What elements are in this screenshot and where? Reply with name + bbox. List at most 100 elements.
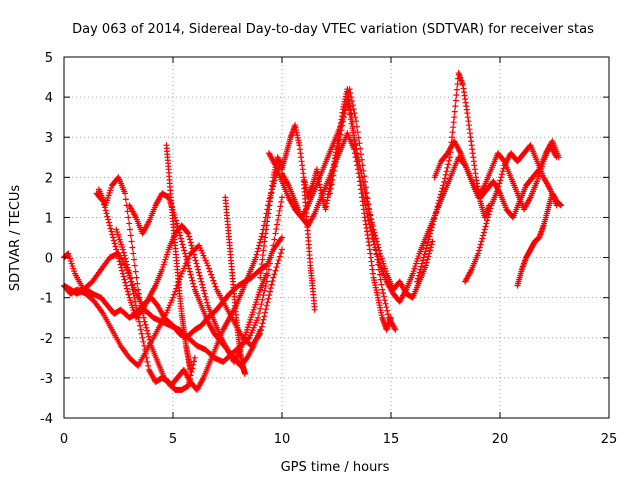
data-point bbox=[126, 270, 133, 277]
interp-point bbox=[123, 258, 130, 265]
interp-point bbox=[415, 272, 422, 279]
interp-point bbox=[124, 264, 131, 271]
interp-point bbox=[332, 158, 339, 165]
interp-point bbox=[132, 298, 139, 305]
interp-point bbox=[131, 294, 138, 301]
interp-point bbox=[449, 129, 456, 136]
interp-point bbox=[136, 294, 143, 301]
interp-point bbox=[129, 286, 136, 293]
interp-point bbox=[205, 265, 212, 272]
interp-point bbox=[109, 231, 116, 238]
interp-point bbox=[138, 330, 145, 337]
data-point bbox=[119, 270, 126, 277]
interp-point bbox=[367, 211, 374, 218]
interp-point bbox=[376, 271, 383, 278]
interp-point bbox=[276, 253, 283, 260]
interp-point bbox=[452, 97, 459, 104]
data-point bbox=[429, 238, 436, 245]
interp-point bbox=[347, 116, 354, 123]
interp-point bbox=[374, 256, 381, 263]
interp-point bbox=[130, 290, 137, 297]
interp-point bbox=[123, 282, 130, 289]
interp-point bbox=[125, 267, 132, 274]
interp-point bbox=[145, 362, 152, 369]
interp-point bbox=[195, 266, 202, 273]
series-track-6 bbox=[113, 226, 198, 393]
data-point bbox=[326, 190, 333, 197]
interp-point bbox=[476, 247, 483, 254]
interp-point bbox=[428, 227, 435, 234]
interp-point bbox=[181, 247, 188, 254]
interp-point bbox=[143, 354, 150, 361]
interp-point bbox=[351, 150, 358, 157]
data-point bbox=[359, 162, 366, 169]
interp-point bbox=[146, 336, 153, 343]
data-point bbox=[135, 286, 142, 293]
interp-point bbox=[265, 295, 272, 302]
interp-point bbox=[142, 350, 149, 357]
interp-point bbox=[264, 299, 271, 306]
interp-point bbox=[261, 287, 268, 294]
interp-point bbox=[483, 220, 490, 227]
interp-point bbox=[362, 184, 369, 191]
series-track-18 bbox=[431, 138, 562, 221]
interp-point bbox=[353, 123, 360, 130]
interp-point bbox=[130, 250, 137, 257]
data-point bbox=[185, 382, 192, 389]
interp-point bbox=[268, 281, 275, 288]
data-point bbox=[555, 154, 562, 161]
series-track-13 bbox=[300, 178, 318, 313]
interp-point bbox=[121, 252, 128, 259]
data-point bbox=[279, 194, 285, 201]
interp-point bbox=[144, 330, 151, 337]
interp-point bbox=[346, 111, 353, 118]
data-point bbox=[178, 238, 185, 245]
interp-point bbox=[127, 274, 134, 281]
interp-point bbox=[451, 108, 458, 115]
interp-point bbox=[171, 291, 178, 298]
interp-point bbox=[142, 321, 149, 328]
interp-point bbox=[120, 273, 127, 280]
interp-point bbox=[117, 261, 124, 268]
interp-point bbox=[437, 194, 444, 201]
interp-point bbox=[120, 249, 127, 256]
y-axis-label: SDTVAR / TECUs bbox=[8, 185, 23, 292]
data-point bbox=[481, 226, 488, 233]
data-point bbox=[279, 246, 285, 253]
x-tick-label: 10 bbox=[274, 432, 291, 447]
interp-point bbox=[138, 302, 145, 309]
interp-point bbox=[258, 301, 265, 308]
interp-point bbox=[212, 283, 219, 290]
interp-point bbox=[124, 288, 131, 295]
interp-point bbox=[110, 234, 117, 241]
interp-point bbox=[140, 314, 147, 321]
interp-point bbox=[188, 242, 195, 249]
interp-point bbox=[476, 244, 483, 251]
y-tick-label: 4 bbox=[45, 91, 53, 106]
interp-point bbox=[121, 276, 128, 283]
interp-point bbox=[177, 235, 184, 242]
interp-point bbox=[111, 240, 118, 247]
interp-point bbox=[446, 157, 453, 164]
data-point bbox=[204, 262, 211, 269]
interp-point bbox=[342, 106, 349, 113]
y-tick-label: 1 bbox=[45, 211, 53, 226]
interp-point bbox=[179, 241, 186, 248]
data-point bbox=[270, 274, 277, 281]
data-point bbox=[372, 246, 379, 253]
interp-point bbox=[256, 239, 263, 246]
interp-point bbox=[376, 266, 383, 273]
interp-point bbox=[184, 229, 191, 236]
interp-point bbox=[428, 224, 435, 231]
interp-point bbox=[375, 261, 382, 268]
interp-point bbox=[384, 307, 391, 314]
interp-point bbox=[452, 103, 459, 110]
interp-point bbox=[352, 154, 359, 161]
interp-point bbox=[172, 288, 179, 295]
data-point bbox=[350, 146, 357, 153]
interp-point bbox=[194, 263, 201, 270]
interp-point bbox=[133, 274, 140, 281]
interp-point bbox=[361, 173, 368, 180]
interp-point bbox=[429, 221, 436, 228]
x-tick-label: 20 bbox=[492, 432, 509, 447]
